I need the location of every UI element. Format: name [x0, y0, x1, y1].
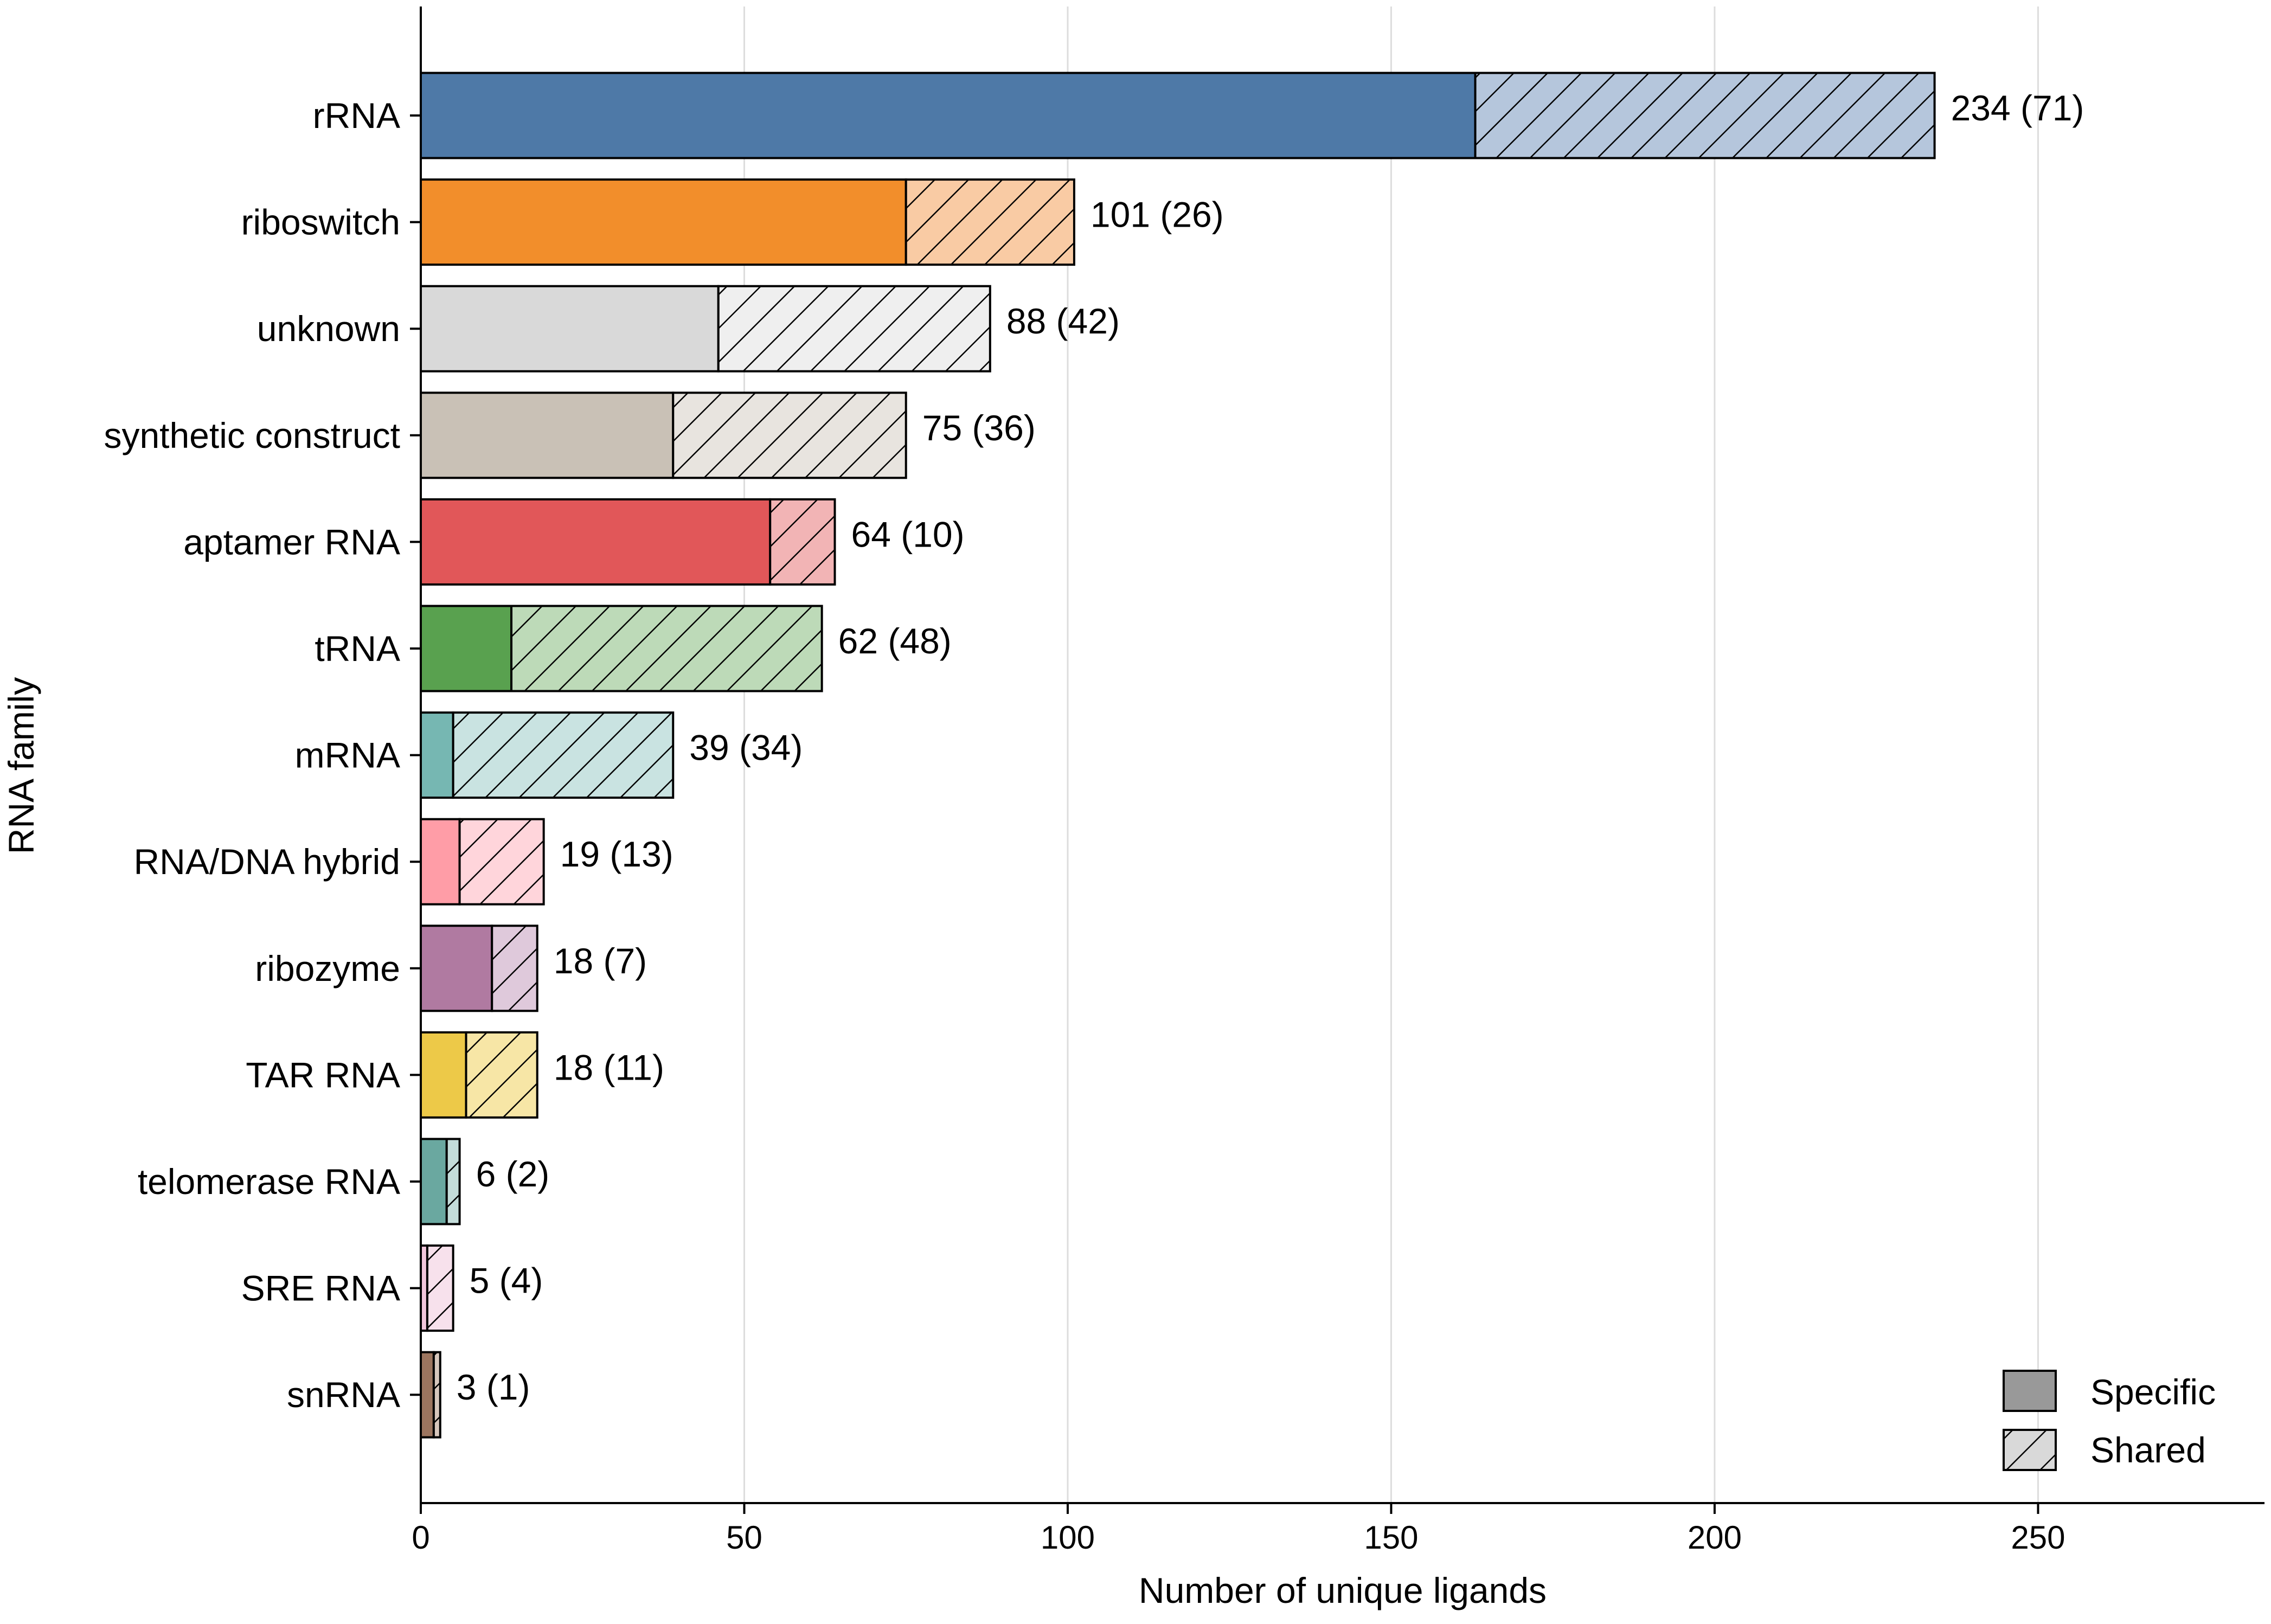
- category-label-unknown: unknown: [257, 309, 400, 349]
- bar-specific-telomerase-rna: [420, 1138, 448, 1225]
- x-tick-label-200: 200: [1688, 1519, 1742, 1556]
- category-label-sre-rna: SRE RNA: [241, 1268, 400, 1308]
- bar-shared-hatch-mrna: [452, 711, 675, 799]
- category-label-tar-rna: TAR RNA: [246, 1055, 400, 1095]
- bar-shared-hatch-rrna: [1474, 72, 1936, 159]
- bar-value-label-rna-dna-hybrid: 19 (13): [560, 834, 673, 874]
- legend: Specific Shared: [2003, 1370, 2216, 1471]
- bar-shared-hatch-riboswitch: [904, 178, 1075, 266]
- category-label-trna: tRNA: [315, 628, 400, 669]
- bar-value-label-rrna: 234 (71): [1951, 88, 2084, 128]
- bar-shared-hatch-ribozyme: [491, 925, 538, 1012]
- bar-shared-hatch-rna-dna-hybrid: [458, 818, 545, 906]
- bar-value-label-aptamer-rna: 64 (10): [851, 514, 965, 554]
- bar-specific-ribozyme: [420, 925, 493, 1012]
- bar-value-label-trna: 62 (48): [838, 621, 952, 661]
- bar-value-label-telomerase-rna: 6 (2): [476, 1154, 550, 1194]
- bar-specific-aptamer-rna: [420, 498, 772, 586]
- bar-value-label-snrna: 3 (1): [457, 1367, 530, 1407]
- legend-swatch-shared-hatch: [2003, 1429, 2057, 1471]
- category-label-ribozyme: ribozyme: [255, 948, 400, 988]
- bar-value-label-ribozyme: 18 (7): [554, 941, 647, 981]
- bar-specific-mrna: [420, 711, 454, 799]
- bars-layer: [420, 72, 1936, 1439]
- category-label-mrna: mRNA: [295, 735, 400, 775]
- bar-value-label-mrna: 39 (34): [689, 728, 803, 768]
- bar-specific-synthetic-construct: [420, 391, 675, 479]
- legend-swatch-specific: [2003, 1370, 2057, 1412]
- legend-label-specific: Specific: [2090, 1372, 2216, 1412]
- x-axis-title: Number of unique ligands: [1139, 1570, 1547, 1610]
- y-axis-title: RNA family: [1, 677, 41, 854]
- bar-shared-hatch-tar-rna: [465, 1031, 538, 1119]
- bar-specific-snrna: [420, 1351, 435, 1439]
- bar-specific-rna-dna-hybrid: [420, 818, 461, 906]
- bar-specific-riboswitch: [420, 178, 907, 266]
- bar-value-label-unknown: 88 (42): [1006, 301, 1120, 341]
- x-tick-label-100: 100: [1041, 1519, 1095, 1556]
- bar-value-label-riboswitch: 101 (26): [1090, 195, 1224, 235]
- x-tick-label-0: 0: [412, 1519, 429, 1556]
- x-tick-label-150: 150: [1364, 1519, 1418, 1556]
- bar-shared-hatch-trna: [510, 605, 823, 692]
- bar-specific-trna: [420, 605, 513, 692]
- bar-specific-unknown: [420, 285, 720, 373]
- bar-shared-hatch-snrna: [432, 1351, 441, 1439]
- category-label-aptamer-rna: aptamer RNA: [183, 522, 400, 562]
- category-label-rna-dna-hybrid: RNA/DNA hybrid: [134, 842, 401, 882]
- bar-shared-hatch-telomerase-rna: [445, 1138, 461, 1225]
- bar-specific-rrna: [420, 72, 1477, 159]
- category-label-synthetic-construct: synthetic construct: [104, 415, 400, 455]
- bar-shared-hatch-sre-rna: [426, 1244, 454, 1332]
- bar-value-label-tar-rna: 18 (11): [554, 1047, 664, 1087]
- legend-label-shared: Shared: [2090, 1430, 2206, 1470]
- bar-specific-tar-rna: [420, 1031, 467, 1119]
- ticks-layer: 0 50 100 150 200 250: [410, 114, 2065, 1556]
- bar-shared-hatch-synthetic-construct: [672, 391, 907, 479]
- bar-shared-hatch-unknown: [717, 285, 991, 373]
- category-label-riboswitch: riboswitch: [241, 202, 400, 242]
- labels-layer: rRNA 234 (71) riboswitch 101 (26) unknown 88 …: [104, 88, 2084, 1415]
- category-label-snrna: snRNA: [287, 1375, 400, 1415]
- bar-shared-hatch-aptamer-rna: [769, 498, 836, 586]
- bar-value-label-synthetic-construct: 75 (36): [922, 408, 1036, 448]
- x-tick-label-50: 50: [726, 1519, 762, 1556]
- bar-value-label-sre-rna: 5 (4): [470, 1261, 543, 1301]
- category-label-telomerase-rna: telomerase RNA: [138, 1161, 400, 1202]
- x-tick-label-250: 250: [2011, 1519, 2065, 1556]
- category-label-rrna: rRNA: [313, 95, 400, 136]
